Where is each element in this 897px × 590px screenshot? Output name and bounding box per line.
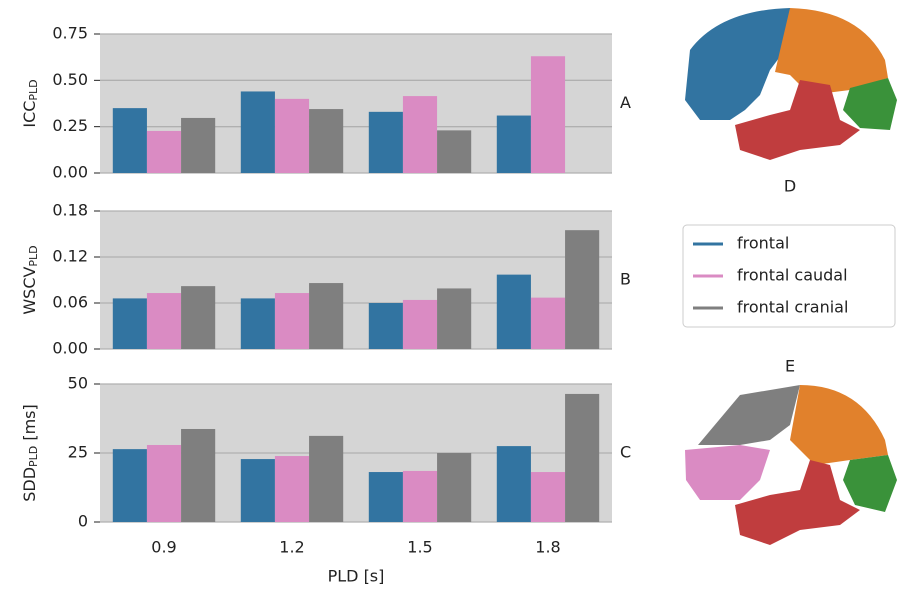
bar [531,56,565,173]
bar [497,116,531,173]
bar [241,298,275,349]
legend-label: frontal caudal [737,266,848,285]
y-label-sub: PLD [27,79,40,100]
bar [275,293,309,349]
region-caudal [685,445,770,500]
bar [531,298,565,349]
bar [309,283,343,349]
bar [241,459,275,522]
x-tick-label: 0.9 [151,538,176,557]
bar [565,230,599,349]
bar [113,108,147,173]
figure-label: E [785,357,795,376]
bar [497,446,531,522]
bar [275,99,309,173]
y-tick-label: 0.18 [52,201,88,220]
bar [241,91,275,173]
figure-label: D [784,177,796,196]
y-tick-label: 0.12 [52,247,88,266]
bar [113,298,147,349]
bar [403,96,437,173]
y-tick-label: 0.00 [52,163,88,182]
legend-label: frontal [737,234,789,253]
bar [309,436,343,522]
y-label-unit: [ms] [20,404,39,440]
y-label-main: ICC [20,101,39,128]
bar [147,445,181,522]
x-tick-label: 1.5 [407,538,432,557]
y-tick-label: 0.50 [52,70,88,89]
y-tick-label: 25 [68,443,88,462]
bar [181,118,215,173]
legend: frontal frontal caudal frontal cranial [683,225,895,327]
bar [147,131,181,173]
bar [369,303,403,349]
x-tick-label: 1.2 [279,538,304,557]
bar [403,300,437,349]
y-tick-label: 0 [78,512,88,531]
y-tick-label: 0.75 [52,24,88,43]
y-axis-label: ICCPLD [20,79,41,127]
bar [369,112,403,173]
y-label-sub: PLD [27,446,40,467]
region-orange [775,8,888,95]
y-axis-label: WSCVPLD [20,245,41,314]
bar [113,449,147,522]
bar [565,394,599,522]
figure: D E frontal frontal caudal frontal cranial… [0,0,897,590]
bar [181,429,215,522]
x-axis-label: PLD [s] [328,567,385,586]
y-label-main: SDD [20,467,39,502]
bar [497,275,531,349]
x-tick-label: 1.8 [535,538,560,557]
bar [531,472,565,522]
legend-label: frontal cranial [737,298,848,317]
region-cranial [698,385,800,445]
bar [437,288,471,349]
y-tick-label: 50 [68,374,88,393]
y-tick-label: 0.25 [52,116,88,135]
bar [275,456,309,522]
brain-top [685,8,897,160]
panel-label: A [620,93,631,112]
region-green [843,455,897,512]
bar [403,471,437,522]
y-label-main: WSCV [20,267,39,315]
region-orange [790,385,888,465]
bar [437,453,471,522]
y-tick-label: 0.06 [52,293,88,312]
bar [309,109,343,173]
brain-bottom [685,385,897,545]
panel-label: C [620,443,631,462]
y-axis-label: SDDPLD [ms] [20,404,41,502]
bar [147,293,181,349]
y-tick-label: 0.00 [52,339,88,358]
bar [369,472,403,522]
bar [437,130,471,173]
bar [181,286,215,349]
panel-label: B [620,270,631,289]
y-label-sub: PLD [27,245,40,266]
